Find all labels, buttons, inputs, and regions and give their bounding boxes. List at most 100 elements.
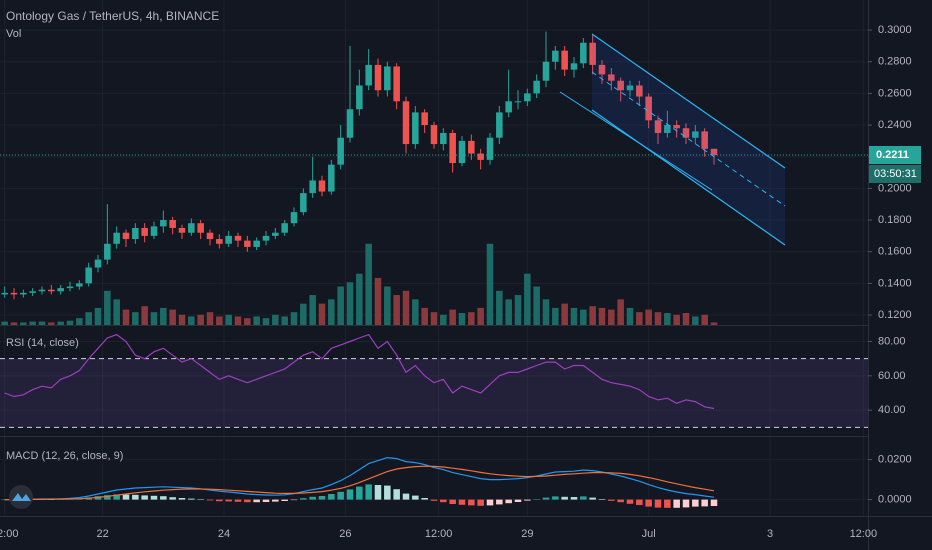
candle-body <box>328 164 335 192</box>
macd-histogram-bar <box>421 498 428 500</box>
macd-histogram-bar <box>346 489 354 500</box>
candle-body <box>468 140 475 154</box>
volume-bar <box>262 318 270 325</box>
x-tick-label: 12:00 <box>0 528 18 540</box>
candle-body <box>393 66 400 102</box>
volume-label: Vol <box>6 28 21 40</box>
candle-body <box>421 112 428 126</box>
candle-body <box>664 125 671 133</box>
volume-bar <box>178 314 186 325</box>
volume-bar <box>281 316 288 325</box>
volume-bar <box>533 286 540 325</box>
volume-bar <box>122 309 130 325</box>
x-tick-label: 29 <box>521 528 533 540</box>
volume-bar <box>412 299 419 325</box>
volume-bar <box>589 306 596 325</box>
macd-histogram-bar <box>300 498 307 500</box>
volume-bar <box>486 243 494 325</box>
volume-bar <box>57 321 64 325</box>
volume-bar <box>617 299 624 325</box>
volume-bar <box>160 307 167 325</box>
candle-body <box>626 85 634 91</box>
volume-bar <box>608 309 615 325</box>
candle-body <box>346 109 354 138</box>
candle-body <box>76 283 83 287</box>
volume-bar <box>104 290 111 325</box>
candle-body <box>645 96 652 121</box>
candle-body <box>449 132 456 164</box>
macd-histogram-bar <box>290 499 298 501</box>
candle-body <box>197 223 204 233</box>
candle-body <box>533 80 540 94</box>
candle-body <box>272 232 279 236</box>
y-tick-label: 0.1200 <box>878 309 912 321</box>
volume-bar <box>468 312 475 325</box>
volume-bar <box>692 316 699 325</box>
macd-histogram-bar <box>701 499 708 507</box>
macd-histogram-bar <box>337 491 344 500</box>
candle-body <box>281 223 288 233</box>
chart-title: Ontology Gas / TetherUS, 4h, BINANCE <box>6 9 219 23</box>
candle-body <box>692 131 699 138</box>
volume-bar <box>561 303 568 325</box>
macd-label: MACD (12, 26, close, 9) <box>6 450 123 462</box>
volume-bar <box>253 316 260 325</box>
macd-histogram-bar <box>318 496 326 500</box>
macd-histogram-bar <box>580 496 587 500</box>
candle-body <box>10 292 18 295</box>
candle-body <box>66 286 74 289</box>
macd-histogram-bar <box>104 495 111 500</box>
candle-body <box>309 180 316 194</box>
volume-bar <box>421 307 428 325</box>
volume-bar <box>244 318 251 325</box>
macd-histogram-bar <box>682 499 690 508</box>
volume-bar <box>570 307 578 325</box>
marks <box>0 31 868 508</box>
volume-bar <box>514 295 522 325</box>
macd-histogram-bar <box>141 495 148 500</box>
candle-body <box>290 212 298 224</box>
x-tick-label: 12:00 <box>425 528 453 540</box>
y-tick-label: 0.2000 <box>878 182 912 194</box>
candle-body <box>542 61 550 81</box>
y-tick-label: 0.2600 <box>878 87 912 99</box>
macd-histogram-bar <box>169 497 176 500</box>
candle-body <box>94 259 102 268</box>
candle-body <box>85 267 92 284</box>
candle-body <box>188 223 195 233</box>
volume-bar <box>645 309 652 325</box>
candle-body <box>402 101 410 145</box>
macd-histogram-bar <box>178 498 186 500</box>
candle-body <box>318 180 326 192</box>
candle-body <box>505 101 512 113</box>
macd-histogram-bar <box>617 499 624 503</box>
candle-body <box>48 289 55 292</box>
volume-bar <box>430 312 438 325</box>
candle-body <box>580 42 587 64</box>
volume-bar <box>76 318 83 325</box>
y-tick-label: 60.00 <box>878 370 906 382</box>
volume-bar <box>309 295 316 325</box>
y-tick-label: 0.2800 <box>878 56 912 68</box>
candle-body <box>608 74 615 81</box>
candle-body <box>169 220 176 228</box>
volume-bar <box>505 299 512 325</box>
volume-bar <box>542 299 550 325</box>
volume-bar <box>682 313 690 325</box>
volume-bar <box>169 309 176 325</box>
volume-bar <box>580 309 587 325</box>
volume-bar <box>356 273 363 325</box>
candle-body <box>337 137 344 165</box>
macd-histogram-bar <box>113 494 120 500</box>
candle-body <box>234 235 242 241</box>
candle-body <box>710 148 718 156</box>
macd-line <box>4 456 715 501</box>
candle-body <box>300 193 307 213</box>
candle-body <box>216 239 223 244</box>
macd-histogram-bar <box>570 497 578 500</box>
macd-histogram-bar <box>160 496 167 500</box>
y-tick-label: 40.00 <box>878 404 906 416</box>
macd-histogram-bar <box>234 499 242 502</box>
volume-bar <box>328 299 335 325</box>
